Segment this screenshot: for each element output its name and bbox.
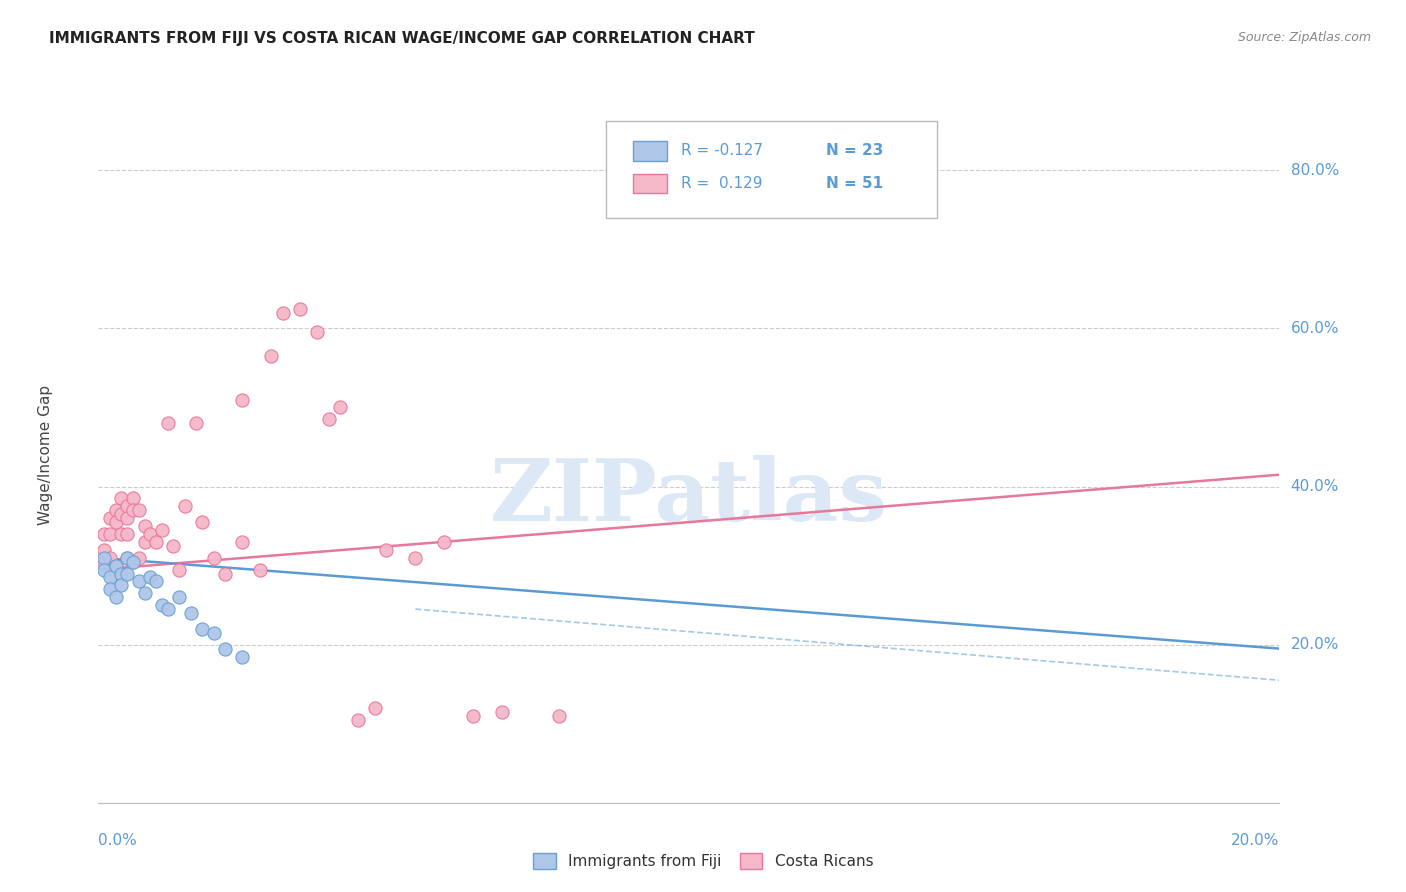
Point	[110, 578, 132, 592]
Point	[93, 527, 115, 541]
Point	[110, 566, 132, 581]
Point	[214, 566, 236, 581]
Legend: Immigrants from Fiji, Costa Ricans: Immigrants from Fiji, Costa Ricans	[527, 847, 879, 875]
Text: Source: ZipAtlas.com: Source: ZipAtlas.com	[1237, 31, 1371, 45]
Text: IMMIGRANTS FROM FIJI VS COSTA RICAN WAGE/INCOME GAP CORRELATION CHART: IMMIGRANTS FROM FIJI VS COSTA RICAN WAGE…	[49, 31, 755, 46]
Point	[461, 708, 484, 723]
Text: 0.0%: 0.0%	[98, 833, 138, 848]
Point	[134, 586, 156, 600]
Point	[231, 392, 253, 407]
Point	[98, 582, 121, 597]
Point	[173, 500, 195, 514]
Point	[249, 563, 271, 577]
Point	[433, 534, 456, 549]
Point	[346, 713, 368, 727]
Point	[202, 550, 225, 565]
Text: 80.0%: 80.0%	[1291, 163, 1339, 178]
Point	[110, 527, 132, 541]
Point	[318, 412, 340, 426]
Point	[104, 515, 127, 529]
Point	[231, 534, 253, 549]
Point	[145, 534, 167, 549]
Point	[145, 574, 167, 589]
Point	[202, 625, 225, 640]
Point	[288, 301, 311, 316]
Text: R = -0.127: R = -0.127	[681, 144, 762, 159]
Text: Wage/Income Gap: Wage/Income Gap	[38, 384, 53, 525]
Point	[162, 539, 184, 553]
Point	[150, 523, 173, 537]
Text: R =  0.129: R = 0.129	[681, 176, 762, 191]
Text: N = 23: N = 23	[825, 144, 883, 159]
Text: 40.0%: 40.0%	[1291, 479, 1339, 494]
Point	[98, 527, 121, 541]
Point	[93, 563, 115, 577]
Text: ZIPatlas: ZIPatlas	[489, 455, 889, 539]
Point	[110, 491, 132, 506]
Point	[115, 511, 138, 525]
Point	[115, 550, 138, 565]
Point	[98, 511, 121, 525]
FancyBboxPatch shape	[606, 121, 936, 219]
Point	[128, 503, 150, 517]
Point	[93, 542, 115, 557]
Point	[156, 417, 179, 431]
Point	[104, 503, 127, 517]
Point	[260, 349, 283, 363]
Point	[93, 550, 115, 565]
Point	[491, 705, 513, 719]
Point	[186, 417, 208, 431]
Point	[139, 527, 162, 541]
Point	[115, 550, 138, 565]
Point	[122, 503, 145, 517]
Point	[134, 534, 156, 549]
Text: 60.0%: 60.0%	[1291, 321, 1339, 336]
Point	[134, 519, 156, 533]
Point	[122, 491, 145, 506]
Point	[128, 574, 150, 589]
Point	[364, 701, 387, 715]
Point	[191, 515, 214, 529]
Point	[231, 649, 253, 664]
Point	[156, 602, 179, 616]
Bar	[634, 174, 666, 194]
Bar	[634, 141, 666, 161]
Point	[115, 500, 138, 514]
Text: 20.0%: 20.0%	[1232, 833, 1279, 848]
Point	[214, 641, 236, 656]
Point	[307, 326, 329, 340]
Point	[150, 598, 173, 612]
Point	[104, 591, 127, 605]
Point	[271, 305, 294, 319]
Point	[404, 550, 426, 565]
Point	[139, 570, 162, 584]
Point	[167, 563, 190, 577]
Point	[98, 570, 121, 584]
Point	[375, 542, 398, 557]
Point	[167, 591, 190, 605]
Point	[110, 507, 132, 521]
Point	[128, 550, 150, 565]
Point	[548, 708, 571, 723]
Text: N = 51: N = 51	[825, 176, 883, 191]
Point	[191, 622, 214, 636]
Point	[98, 550, 121, 565]
Point	[104, 558, 127, 573]
Point	[93, 555, 115, 569]
Text: 20.0%: 20.0%	[1291, 637, 1339, 652]
Point	[115, 566, 138, 581]
Point	[180, 606, 202, 620]
Point	[122, 555, 145, 569]
Point	[122, 555, 145, 569]
Point	[115, 527, 138, 541]
Point	[104, 558, 127, 573]
Point	[329, 401, 352, 415]
